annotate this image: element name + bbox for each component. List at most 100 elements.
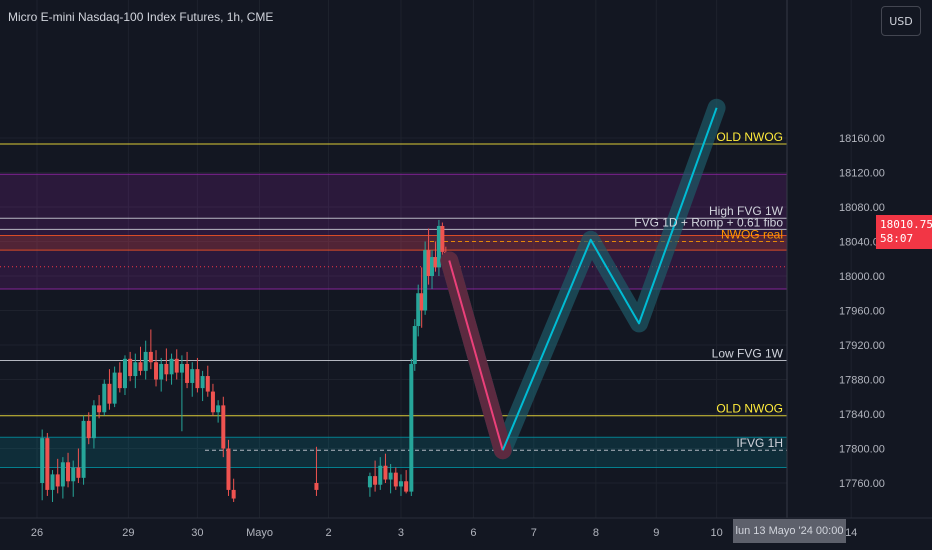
candle-body <box>66 462 71 482</box>
candle-body <box>102 383 107 413</box>
level-label: NWOG real <box>721 228 783 242</box>
price-tick-label: 17800.00 <box>839 444 885 456</box>
candle-body <box>45 438 50 490</box>
symbol-title: Micro E-mini Nasdaq-100 Index Futures, 1… <box>8 10 274 24</box>
candle-body <box>430 257 435 276</box>
candle-body <box>133 362 138 377</box>
candle-body <box>164 363 169 375</box>
candle-body <box>314 483 319 490</box>
price-tick-label: 17960.00 <box>839 306 885 318</box>
price-tick-label: 18080.00 <box>839 202 885 214</box>
candle-body <box>205 376 210 392</box>
candle-body <box>174 358 179 373</box>
level-label: OLD NWOG <box>716 402 783 416</box>
candle-body <box>367 476 372 488</box>
candle-body <box>388 472 393 480</box>
price-tick-label: 17840.00 <box>839 409 885 421</box>
candle-body <box>50 474 55 490</box>
candle-body <box>383 465 388 480</box>
price-tick-label: 18040.00 <box>839 237 885 249</box>
time-axis[interactable]: 26 29 30 Mayo 2 3 6 7 8 9 10 14 <box>31 527 857 539</box>
candle-body <box>148 351 153 363</box>
candle-body <box>159 363 164 380</box>
time-tick-label: 10 <box>711 527 723 539</box>
candle-body <box>412 326 417 364</box>
price-tick-label: 18160.00 <box>839 133 885 145</box>
candle-body <box>117 372 122 389</box>
candle-body <box>423 250 428 311</box>
candle-body <box>409 363 414 492</box>
current-price-value: 18010.75 <box>880 218 932 231</box>
candle-body <box>393 472 398 487</box>
candle-body <box>86 420 91 439</box>
candle-body <box>436 225 441 268</box>
candle-body <box>179 363 184 373</box>
candle-body <box>154 362 159 380</box>
candle-body <box>433 257 438 268</box>
time-tick-label: 9 <box>653 527 659 539</box>
time-tick-label: 29 <box>122 527 134 539</box>
candle-body <box>143 351 148 371</box>
price-tick-label: 17920.00 <box>839 340 885 352</box>
bar-countdown: 58:07 <box>880 232 914 245</box>
candle-body <box>200 376 205 389</box>
level-label: Low FVG 1W <box>712 347 784 361</box>
projection-path <box>440 98 726 460</box>
candle-body <box>419 293 424 311</box>
candle-body <box>373 476 378 485</box>
candle-body <box>128 358 133 377</box>
currency-button[interactable]: USD <box>881 6 921 36</box>
grid <box>0 0 852 518</box>
candle-body <box>416 293 421 327</box>
candle-body <box>231 489 236 499</box>
price-tick-label: 17880.00 <box>839 375 885 387</box>
price-axis[interactable]: 17760.00 17800.00 17840.00 17880.00 17920.00… <box>839 133 885 490</box>
candle-body <box>426 250 431 276</box>
zone-box <box>0 437 787 468</box>
candle-body <box>185 363 190 383</box>
crosshair-date-label: lun 13 Mayo '24 00:00 <box>733 519 846 543</box>
time-tick-label: Mayo <box>246 527 273 539</box>
candle-body <box>81 420 86 478</box>
price-tick-label: 18000.00 <box>839 271 885 283</box>
time-tick-label: 7 <box>531 527 537 539</box>
level-label: OLD NWOG <box>716 130 783 144</box>
candle-body <box>398 481 403 487</box>
time-tick-label: 26 <box>31 527 43 539</box>
candle-body <box>60 462 65 487</box>
candle-body <box>404 481 409 492</box>
candle-body <box>138 362 143 371</box>
candle-body <box>169 358 174 375</box>
candle-body <box>76 467 81 478</box>
time-tick-label: 30 <box>191 527 203 539</box>
candle-body <box>112 372 117 404</box>
candle-body <box>378 465 383 485</box>
current-price-tag: 18010.75 58:07 <box>876 215 932 249</box>
candle-body <box>91 405 96 439</box>
candle-body <box>122 358 127 389</box>
candle-body <box>210 391 215 413</box>
level-label: FVG 1D + Romp + 0.61 fibo <box>634 215 783 229</box>
level-label: IFVG 1H <box>736 436 783 450</box>
candle-body <box>195 369 200 389</box>
candle-body <box>440 225 445 252</box>
candle-body <box>97 405 102 413</box>
candle-body <box>40 438 45 483</box>
time-tick-label: 6 <box>470 527 476 539</box>
time-tick-label: 14 <box>845 527 857 539</box>
price-tick-label: 17760.00 <box>839 478 885 490</box>
level-label: High FVG 1W <box>709 204 784 218</box>
time-tick-label: 2 <box>325 527 331 539</box>
time-tick-label: 3 <box>398 527 404 539</box>
candle-body <box>190 369 195 383</box>
candle-body <box>107 383 112 404</box>
candle-body <box>226 448 231 490</box>
candle-body <box>221 405 226 449</box>
time-tick-label: 8 <box>593 527 599 539</box>
candle-body <box>71 467 76 482</box>
candle-body <box>55 474 60 487</box>
projection-line <box>501 107 718 451</box>
